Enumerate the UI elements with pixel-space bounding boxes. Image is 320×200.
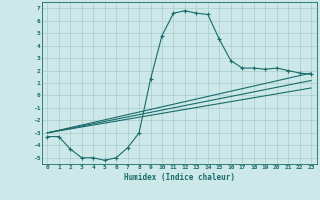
X-axis label: Humidex (Indice chaleur): Humidex (Indice chaleur) [124,173,235,182]
